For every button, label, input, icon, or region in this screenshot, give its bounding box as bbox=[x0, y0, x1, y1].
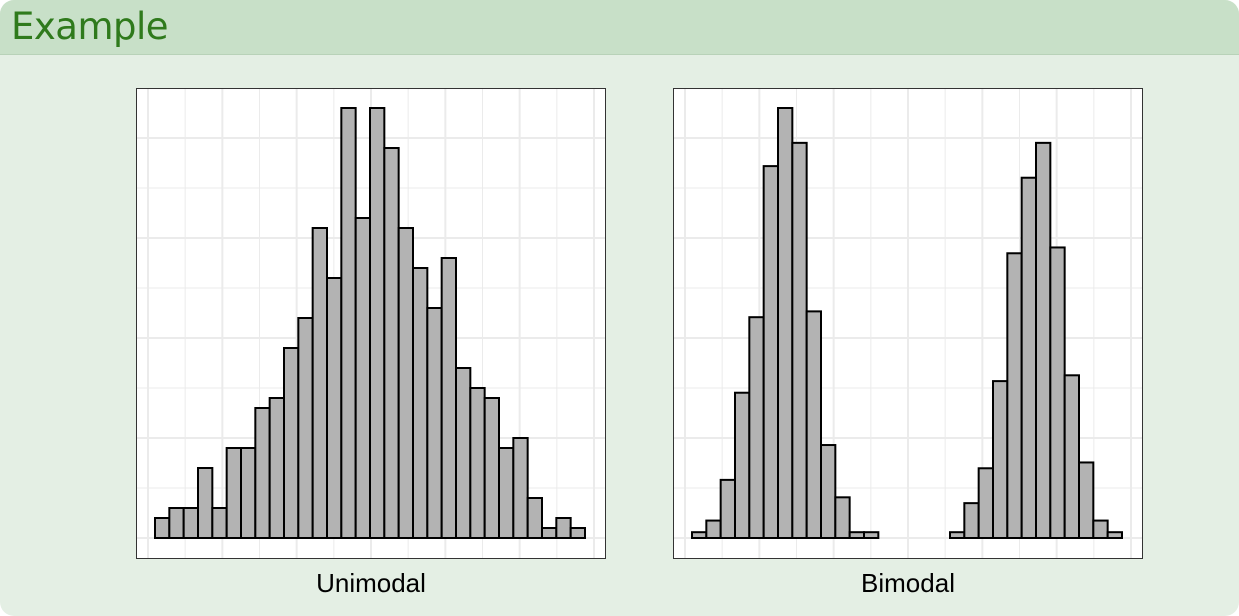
histogram-bar bbox=[1035, 141, 1052, 540]
histogram-bar bbox=[369, 107, 386, 539]
histogram-bar bbox=[834, 496, 851, 540]
unimodal-panel bbox=[136, 88, 606, 559]
histogram-bar bbox=[977, 467, 995, 539]
bimodal-caption: Bimodal bbox=[861, 568, 955, 598]
plot-border bbox=[673, 88, 1143, 559]
histogram-bar bbox=[719, 478, 736, 540]
histogram-bar bbox=[197, 467, 214, 539]
histogram-bar bbox=[340, 107, 357, 539]
histogram-bar bbox=[777, 107, 794, 539]
histogram-bar bbox=[268, 397, 285, 539]
histogram-bar bbox=[569, 527, 587, 539]
histogram-bar bbox=[848, 531, 865, 540]
histogram-bar bbox=[211, 507, 228, 539]
example-header: Example bbox=[0, 0, 1239, 55]
header-title: Example bbox=[11, 5, 169, 48]
histogram-bar bbox=[762, 165, 779, 540]
histogram-bar bbox=[1063, 374, 1081, 539]
histogram-bar bbox=[182, 507, 199, 539]
bimodal-panel bbox=[673, 88, 1143, 559]
histogram-bar bbox=[311, 227, 328, 539]
unimodal-caption: Unimodal bbox=[316, 568, 426, 598]
histogram-bar bbox=[820, 444, 837, 539]
histogram-bar bbox=[1006, 252, 1023, 540]
histogram-bar bbox=[748, 316, 765, 539]
histogram-bar bbox=[863, 531, 880, 540]
histogram-bar bbox=[705, 519, 722, 540]
histogram-bar bbox=[791, 141, 808, 540]
histogram-bar bbox=[483, 397, 501, 539]
histogram-bar bbox=[297, 317, 314, 539]
histogram-bar bbox=[992, 380, 1009, 539]
histogram-bar bbox=[512, 437, 529, 539]
histogram-bar bbox=[1049, 246, 1066, 540]
histogram-bar bbox=[383, 147, 400, 539]
histogram-bar bbox=[254, 407, 271, 539]
histogram-bar bbox=[1106, 531, 1124, 540]
histogram-bar bbox=[526, 497, 544, 539]
histogram-bar bbox=[225, 447, 242, 539]
histogram-bar bbox=[963, 502, 980, 540]
histogram-bar bbox=[498, 447, 515, 539]
histogram-bar bbox=[555, 517, 572, 539]
histogram-bar bbox=[168, 507, 185, 539]
histogram-bar bbox=[326, 277, 343, 539]
histogram-bar bbox=[1020, 176, 1038, 539]
histogram-bar bbox=[1092, 519, 1109, 540]
histogram-bar bbox=[154, 517, 171, 539]
plot-border bbox=[136, 88, 606, 559]
histogram-bar bbox=[691, 531, 708, 540]
histogram-bar bbox=[455, 367, 472, 539]
histogram-bar bbox=[426, 307, 443, 539]
unimodal-histogram bbox=[136, 88, 606, 559]
histogram-bar bbox=[412, 267, 429, 539]
histogram-bar bbox=[1078, 461, 1095, 539]
histogram-bar bbox=[283, 347, 300, 539]
histogram-bar bbox=[949, 531, 966, 540]
histogram-bar bbox=[240, 447, 257, 539]
histogram-bar bbox=[397, 227, 415, 539]
histogram-bar bbox=[541, 527, 558, 539]
histogram-bar bbox=[805, 310, 822, 539]
histogram-bar bbox=[440, 257, 458, 539]
histogram-bar bbox=[734, 391, 751, 540]
bimodal-histogram bbox=[673, 88, 1143, 559]
histogram-bar bbox=[469, 387, 486, 539]
histogram-bar bbox=[354, 217, 371, 539]
